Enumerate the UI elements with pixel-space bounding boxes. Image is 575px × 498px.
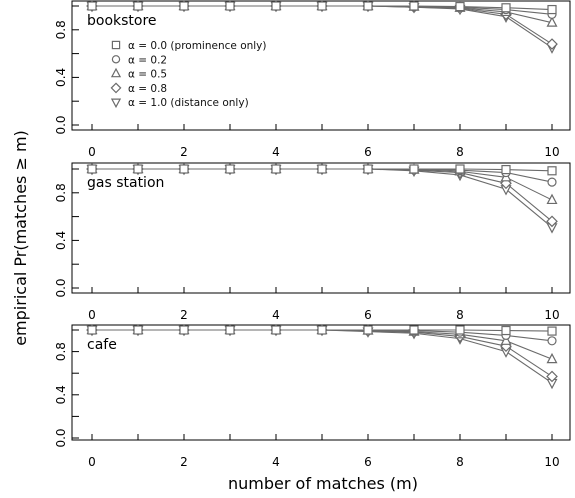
data-point-square <box>363 1 373 11</box>
legend-marker-square <box>111 40 121 50</box>
y-tick-label: 0.8 <box>54 183 68 202</box>
legend: α = 0.0 (prominence only) α = 0.2 α = 0.5 α… <box>110 40 267 109</box>
y-tick-label: 0.8 <box>54 342 68 361</box>
series-line-diamond <box>92 329 553 377</box>
data-point-circle <box>547 336 557 346</box>
panel-label: gas station <box>87 175 164 191</box>
data-point-square <box>133 164 143 174</box>
y-tick-label: 0.0 <box>54 115 68 134</box>
data-point-square <box>363 325 373 335</box>
x-tick-label: 6 <box>364 145 372 159</box>
y-axis-title: empirical Pr(matches ≥ m) <box>11 130 30 346</box>
legend-label: α = 0.8 <box>128 83 167 95</box>
data-point-square <box>455 164 465 174</box>
data-point-triangle-up <box>500 334 512 345</box>
legend-marker-triangle-up <box>110 67 122 78</box>
data-point-square <box>225 325 235 335</box>
data-point-square <box>133 325 143 335</box>
y-tick-label: 0.4 <box>54 385 68 404</box>
x-tick-label: 8 <box>456 308 464 322</box>
data-point-triangle-up <box>546 352 558 364</box>
data-point-square <box>317 164 327 174</box>
data-point-square <box>455 325 465 335</box>
data-point-square <box>409 164 419 174</box>
x-tick-label: 10 <box>544 308 559 322</box>
data-point-square <box>271 164 281 174</box>
panel-frame <box>71 0 571 131</box>
panel-label: cafe <box>87 337 117 353</box>
data-point-square <box>179 164 189 174</box>
data-point-square <box>271 325 281 335</box>
data-point-triangle-up <box>546 16 558 27</box>
legend-label: α = 0.0 (prominence only) <box>128 40 267 52</box>
x-tick-label: 10 <box>544 455 559 469</box>
data-point-diamond <box>546 38 558 50</box>
data-point-square <box>547 326 557 336</box>
data-point-square <box>87 1 97 11</box>
x-axis-title: number of matches (m) <box>228 474 418 493</box>
data-point-square <box>501 3 511 13</box>
x-tick-label: 2 <box>180 145 188 159</box>
y-tick-label: 0.0 <box>54 428 68 447</box>
x-tick-label: 0 <box>88 308 96 322</box>
data-point-square <box>547 4 557 15</box>
x-tick-label: 4 <box>272 308 280 322</box>
data-point-square <box>225 164 235 174</box>
data-point-square <box>87 164 97 174</box>
panel-frame <box>71 324 571 441</box>
data-point-square <box>455 1 465 12</box>
data-point-square <box>501 325 511 336</box>
x-tick-label: 10 <box>544 145 559 159</box>
data-point-diamond <box>546 370 558 383</box>
legend-marker-diamond <box>110 82 122 94</box>
data-point-square <box>179 325 189 335</box>
data-point-square <box>409 1 419 11</box>
data-point-square <box>547 166 557 176</box>
data-point-square <box>179 1 189 11</box>
y-tick-label: 0.4 <box>54 68 68 87</box>
panel-gas-station: 0.0 0.4 0.8 0 2 4 6 8 10 gas station <box>54 162 571 322</box>
data-point-square <box>501 164 511 175</box>
y-tick-label: 0.0 <box>54 278 68 297</box>
x-tick-label: 0 <box>88 145 96 159</box>
x-tick-label: 8 <box>456 145 464 159</box>
data-point-diamond <box>546 215 558 228</box>
legend-label: α = 0.5 <box>128 69 167 81</box>
data-point-circle <box>547 177 557 187</box>
legend-marker-triangle-down <box>110 98 122 109</box>
data-point-square <box>87 325 97 335</box>
x-tick-label: 4 <box>272 455 280 469</box>
x-tick-label: 2 <box>180 308 188 322</box>
x-tick-label: 6 <box>364 308 372 322</box>
x-tick-label: 4 <box>272 145 280 159</box>
y-tick-label: 0.8 <box>54 20 68 39</box>
y-tick-label: 0.4 <box>54 231 68 250</box>
data-point-square <box>225 1 235 11</box>
data-point-square <box>317 325 327 335</box>
data-point-square <box>133 1 143 11</box>
x-tick-label: 2 <box>180 455 188 469</box>
data-point-triangle-up <box>546 193 558 205</box>
x-tick-label: 0 <box>88 455 96 469</box>
panel-bookstore: 0.0 0.4 0.8 0 2 4 6 8 10 bookstore <box>54 0 571 159</box>
legend-marker-circle <box>111 55 121 64</box>
data-point-square <box>317 1 327 11</box>
x-tick-label: 6 <box>364 455 372 469</box>
panel-cafe: 0.0 0.4 0.8 0 2 4 6 8 10 cafe <box>54 323 571 469</box>
legend-label: α = 0.2 <box>128 54 167 66</box>
panel-frame <box>71 162 571 294</box>
x-tick-label: 8 <box>456 455 464 469</box>
data-point-square <box>409 325 419 335</box>
data-point-square <box>271 1 281 11</box>
panel-label: bookstore <box>87 13 157 29</box>
data-point-square <box>363 164 373 174</box>
legend-label: α = 1.0 (distance only) <box>128 97 249 109</box>
